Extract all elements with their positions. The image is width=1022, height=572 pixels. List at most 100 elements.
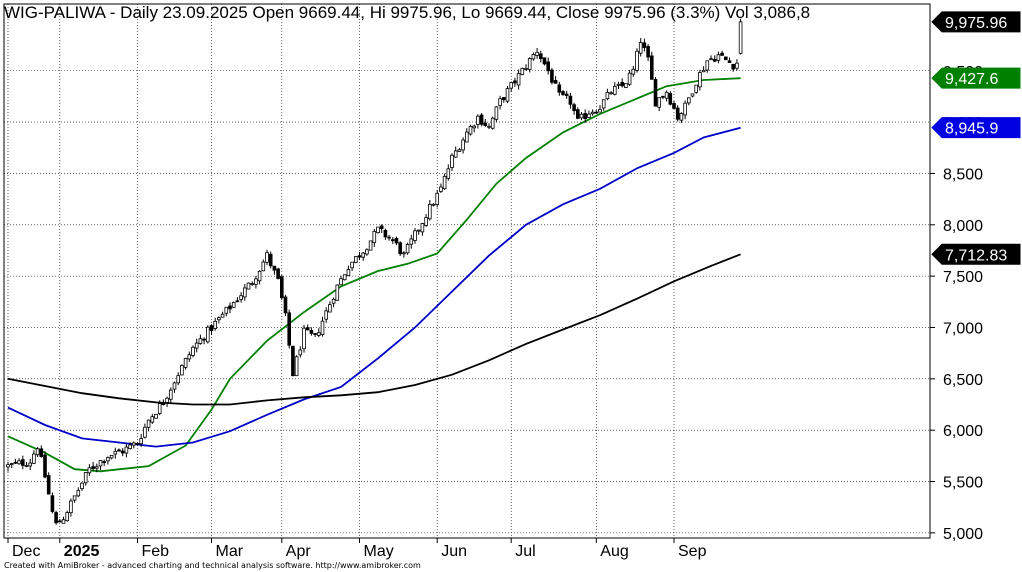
candle-body — [675, 107, 680, 120]
candle-body — [476, 115, 480, 125]
candle — [390, 237, 395, 244]
candle-body — [627, 72, 632, 85]
candle — [180, 364, 184, 376]
candle-body — [83, 471, 88, 484]
candle-body — [187, 354, 192, 360]
candle-body — [194, 342, 199, 349]
candle — [701, 66, 706, 73]
candle-body — [587, 113, 591, 118]
candle-body — [346, 269, 351, 277]
candle-body — [32, 453, 36, 464]
candle — [324, 307, 328, 323]
candle — [209, 324, 214, 335]
candle-body — [139, 438, 144, 445]
candle-body — [235, 300, 240, 303]
candle — [657, 97, 661, 111]
candle — [131, 441, 136, 449]
candle-body — [590, 111, 595, 115]
candle-body — [487, 125, 491, 128]
candle-body — [672, 103, 676, 109]
candle — [464, 128, 469, 143]
candle — [191, 345, 195, 358]
candle — [442, 173, 447, 190]
candle-body — [168, 389, 173, 400]
candle — [168, 387, 173, 404]
moving-average-line — [7, 126, 741, 448]
candle-body — [161, 403, 166, 406]
candle-body — [720, 52, 724, 56]
candle — [620, 78, 624, 88]
candle-body — [316, 332, 321, 336]
candle-body — [39, 448, 44, 458]
candle-body — [250, 283, 255, 286]
candle — [224, 306, 229, 317]
candle — [346, 265, 351, 277]
candle — [72, 495, 77, 503]
ma-value-tag-text: 7,712.83 — [945, 247, 1007, 264]
ma-value-tag-box — [931, 67, 1021, 89]
candle-body — [46, 475, 51, 495]
candle-body — [601, 99, 606, 109]
candle — [416, 229, 421, 235]
candle — [720, 50, 724, 56]
candle — [513, 77, 517, 87]
candle-body — [272, 265, 277, 271]
candle-body — [80, 482, 84, 489]
candle — [509, 81, 513, 93]
candle — [638, 38, 643, 57]
candle-body — [353, 256, 358, 263]
candle — [450, 153, 454, 171]
candle — [550, 67, 554, 85]
candle — [287, 309, 291, 349]
candle-body — [135, 443, 140, 445]
candle-body — [58, 520, 62, 523]
candle — [498, 95, 502, 110]
candle-body — [605, 91, 610, 100]
candle-body — [20, 459, 25, 466]
moving-average-line — [7, 77, 741, 473]
candle — [279, 274, 284, 300]
candle — [176, 372, 181, 386]
candle-body — [439, 186, 443, 192]
candle — [302, 324, 306, 353]
candle — [213, 317, 218, 331]
candle-body — [572, 104, 576, 112]
candle — [635, 48, 639, 73]
candle — [146, 419, 151, 432]
candle — [394, 236, 399, 246]
candle-body — [561, 91, 565, 95]
candle-body — [450, 154, 454, 168]
candle — [405, 242, 410, 255]
x-tick-label: Sep — [678, 543, 707, 560]
candle-body — [198, 338, 203, 344]
candle-body — [228, 305, 232, 310]
candle — [276, 267, 280, 280]
candle-body — [257, 270, 262, 282]
candle-body — [276, 268, 280, 279]
candle-body — [535, 51, 539, 56]
x-tick-label: Feb — [142, 543, 170, 560]
x-tick-label: May — [364, 543, 394, 560]
candle — [690, 93, 695, 98]
candle-body — [87, 467, 92, 474]
candle-body — [17, 460, 21, 465]
candle-body — [527, 58, 532, 70]
candle-body — [490, 117, 495, 129]
candle — [505, 85, 510, 104]
candle — [527, 57, 532, 73]
candle — [490, 116, 495, 130]
candle-body — [24, 465, 29, 467]
candle — [239, 292, 243, 303]
candle — [424, 214, 428, 227]
candle-body — [727, 60, 732, 63]
x-tick-label: Jul — [515, 543, 535, 560]
candle-body — [631, 68, 636, 75]
candle — [724, 56, 728, 61]
candle — [161, 399, 166, 406]
ma-value-tag-text: 8,945.9 — [945, 121, 998, 138]
candle-body — [150, 416, 155, 423]
candle — [205, 325, 210, 344]
candle — [476, 114, 480, 129]
candle-body — [172, 382, 177, 390]
